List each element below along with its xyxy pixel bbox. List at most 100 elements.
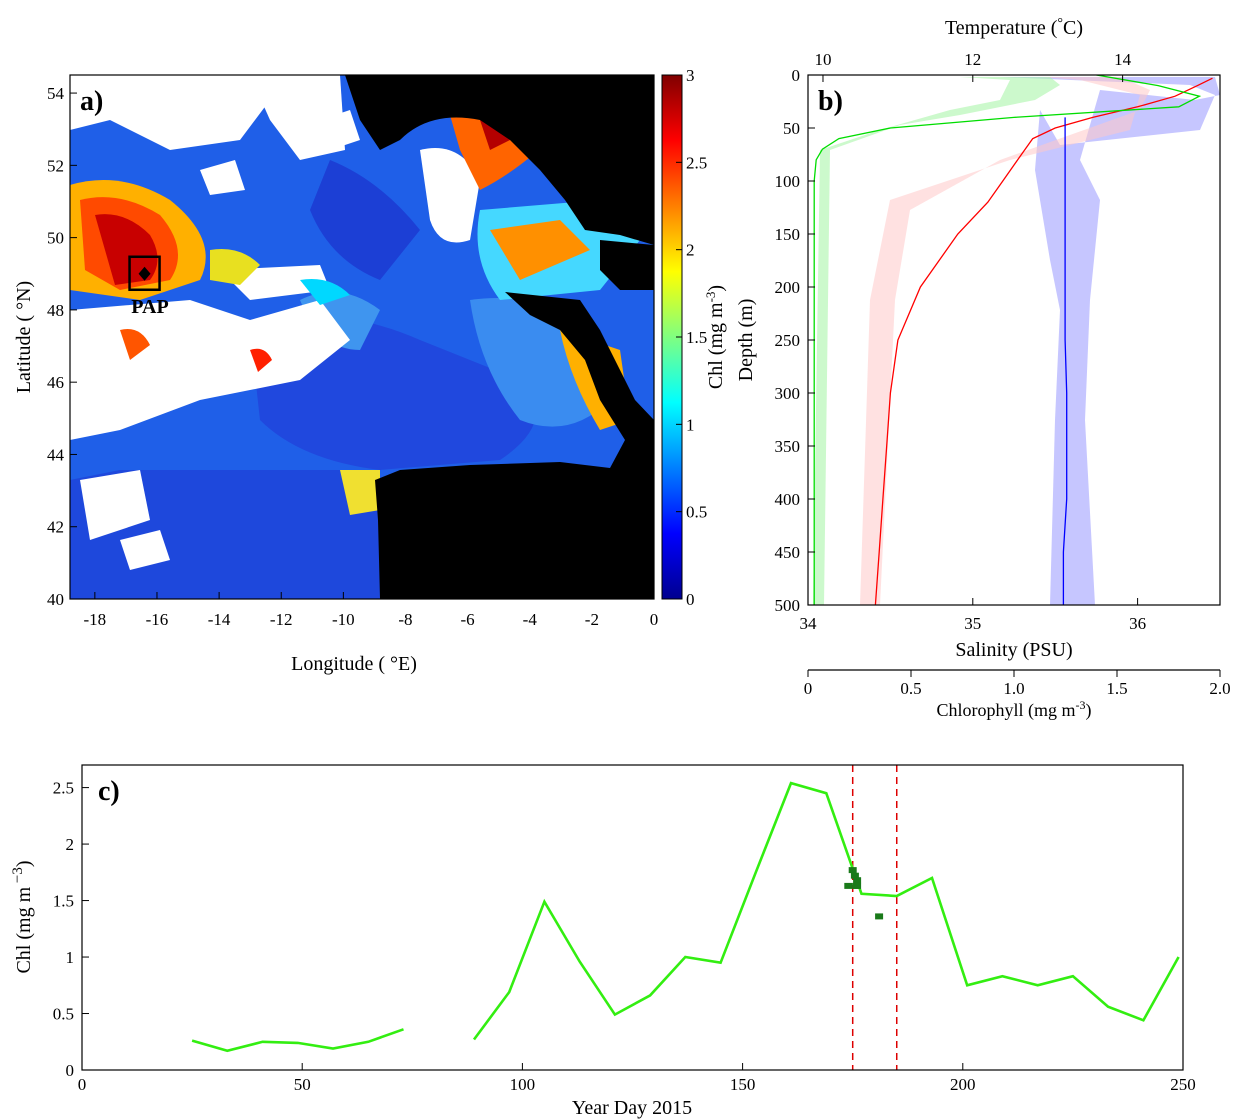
timeseries-y-ticks: 0 0.5 1 1.5 2 2.5 — [53, 779, 89, 1080]
depth-tick-label: 300 — [775, 384, 801, 403]
map-y-tick-label: 44 — [47, 445, 65, 464]
station-label: PAP — [131, 296, 168, 318]
station-pap-marker — [128, 255, 161, 292]
colorbar: 0 0.5 1 1.5 2 2.5 3 Chl (mg m-3) — [661, 66, 728, 609]
depth-tick-label: 400 — [775, 490, 801, 509]
panel-c-label: c) — [98, 776, 120, 807]
timeseries-x-tick-label: 100 — [510, 1075, 536, 1094]
panel-c-timeseries: 0 50 100 150 200 250 0 0.5 1 1.5 2 2.5 Year Day 20… — [10, 764, 1196, 1119]
depth-tick-label: 200 — [775, 278, 801, 297]
map-x-tick-label: 0 — [650, 610, 659, 629]
timeseries-y-tick-label: 1 — [66, 948, 75, 967]
chl-sample-point — [844, 882, 853, 889]
map-x-tick-label: -16 — [146, 610, 169, 629]
chlorophyll-tick-label: 1.5 — [1106, 679, 1127, 698]
temperature-tick-label: 12 — [964, 50, 981, 69]
salinity-tick-label: 34 — [800, 614, 818, 633]
map-x-tick-label: -14 — [208, 610, 231, 629]
chlorophyll-axis: 0 0.5 1.0 1.5 2.0 — [804, 669, 1231, 698]
map-y-axis-title: Latitude ( °N) — [13, 281, 35, 393]
map-y-tick-label: 52 — [47, 156, 64, 175]
temperature-ticks: 10 12 14 — [814, 50, 1132, 82]
colorbar-tick-label: 3 — [686, 66, 695, 85]
map-x-tick-label: -8 — [398, 610, 412, 629]
chlorophyll-tick-label: 0.5 — [900, 679, 921, 698]
salinity-tick-label: 35 — [964, 614, 981, 633]
temperature-profile-line — [874, 77, 1213, 605]
map-x-tick-label: -2 — [585, 610, 599, 629]
timeseries-x-axis-title: Year Day 2015 — [572, 1097, 692, 1119]
salinity-axis-title: Salinity (PSU) — [955, 639, 1072, 661]
map-frame — [69, 74, 655, 600]
temperature-tick-label: 10 — [814, 50, 831, 69]
timeseries-y-tick-label: 0 — [66, 1061, 75, 1080]
map-x-tick-label: -18 — [84, 610, 107, 629]
depth-axis-title: Depth (m) — [735, 299, 757, 382]
chl-sample-point — [875, 913, 884, 920]
salinity-profile-line — [1062, 117, 1068, 605]
map-y-tick-label: 54 — [47, 84, 65, 103]
panel-a-map: PAP -18 -16 -14 -12 -10 -8 -6 -4 -2 0 54 52 50 48 46 4… — [13, 66, 727, 675]
profile-lines — [813, 75, 1213, 605]
panel-b-label: b) — [818, 86, 843, 117]
map-y-tick-label: 50 — [47, 229, 64, 248]
chlorophyll-tick-label: 0 — [804, 679, 813, 698]
timeseries-x-tick-label: 50 — [294, 1075, 311, 1094]
colorbar-title: Chl (mg m-3) — [703, 285, 728, 389]
timeseries-x-tick-label: 200 — [950, 1075, 976, 1094]
timeseries-frame — [81, 764, 1184, 1071]
timeseries-x-tick-label: 150 — [730, 1075, 756, 1094]
timeseries-x-tick-label: 250 — [1170, 1075, 1196, 1094]
timeseries-y-tick-label: 0.5 — [53, 1005, 74, 1024]
map-y-tick-label: 48 — [47, 301, 64, 320]
depth-tick-label: 350 — [775, 437, 801, 456]
chlorophyll-map: PAP — [70, 75, 654, 599]
colorbar-tick-label: 1 — [686, 415, 695, 434]
chlorophyll-tick-label: 2.0 — [1209, 679, 1230, 698]
chl-sample-point — [853, 877, 862, 884]
colorbar-tick-label: 1.5 — [686, 328, 707, 347]
map-y-ticks: 54 52 50 48 46 44 42 40 — [47, 84, 77, 609]
colorbar-tick-label: 0.5 — [686, 503, 707, 522]
map-x-tick-label: -10 — [332, 610, 355, 629]
depth-tick-label: 100 — [775, 172, 801, 191]
timeseries-x-ticks: 0 50 100 150 200 250 — [78, 1063, 1196, 1094]
colorbar-tick-label: 2.5 — [686, 153, 707, 172]
map-y-tick-label: 42 — [47, 518, 64, 537]
map-x-axis-title: Longitude ( °E) — [291, 653, 417, 675]
timeseries-plot — [191, 765, 1180, 1070]
chl-sample-point — [850, 872, 859, 879]
temperature-tick-label: 14 — [1114, 50, 1132, 69]
map-x-ticks: -18 -16 -14 -12 -10 -8 -6 -4 -2 0 — [84, 592, 659, 629]
chlorophyll-axis-title: Chlorophyll (mg m-3) — [937, 698, 1092, 721]
panel-a-label: a) — [80, 86, 103, 117]
colorbar-tick-label: 0 — [686, 590, 695, 609]
timeseries-y-axis-title: Chl (mg m −3) — [10, 860, 35, 973]
colorbar-tick-label: 2 — [686, 241, 695, 260]
depth-tick-label: 150 — [775, 225, 801, 244]
salinity-ticks: 34 35 36 — [800, 598, 1146, 633]
timeseries-x-tick-label: 0 — [78, 1075, 87, 1094]
depth-tick-label: 500 — [775, 596, 801, 615]
map-y-tick-label: 46 — [47, 373, 64, 392]
panel-b-profiles: 0 50 100 150 200 250 300 350 400 450 500 10 12 14 34… — [735, 16, 1231, 722]
temperature-axis-title: Temperature (°C) — [945, 16, 1083, 40]
map-x-tick-label: -6 — [461, 610, 475, 629]
colorbar-ticks: 0 0.5 1 1.5 2 2.5 3 — [676, 66, 707, 609]
timeseries-y-tick-label: 1.5 — [53, 892, 74, 911]
timeseries-y-tick-label: 2.5 — [53, 779, 74, 798]
chl-sample-point — [852, 882, 861, 889]
depth-tick-label: 450 — [775, 543, 801, 562]
chl-satellite-line — [191, 1028, 404, 1053]
timeseries-y-tick-label: 2 — [66, 835, 75, 854]
chl-satellite-line — [472, 781, 1180, 1041]
depth-tick-label: 50 — [783, 119, 800, 138]
map-y-tick-label: 40 — [47, 590, 64, 609]
map-x-tick-label: -4 — [523, 610, 538, 629]
profile-envelopes — [813, 77, 1220, 605]
chl-sample-point — [848, 867, 857, 874]
chlorophyll-profile-line — [813, 75, 1202, 605]
depth-tick-label: 250 — [775, 331, 801, 350]
depth-ticks: 0 50 100 150 200 250 300 350 400 450 500 — [775, 66, 815, 615]
